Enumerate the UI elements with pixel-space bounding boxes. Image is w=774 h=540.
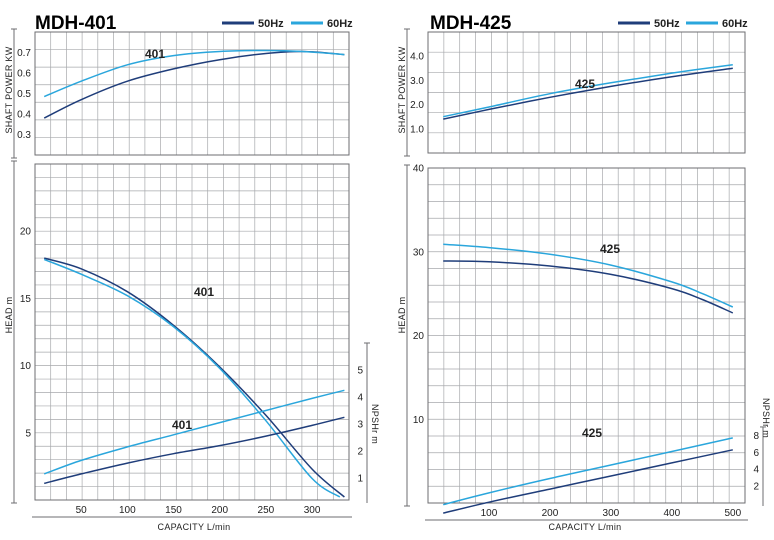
curve-60hz (443, 63, 733, 118)
model-title-401: MDH-401 (35, 13, 117, 34)
y-tick-label: 10 (413, 415, 425, 426)
legend-label-60hz: 60Hz (327, 18, 353, 30)
curve-label-head: 425 (600, 242, 620, 256)
y-axis-label-head-401: HEAD m (4, 297, 14, 334)
plot-frame (34, 163, 350, 501)
x-tick-label: 300 (603, 508, 620, 519)
y-tick-label: 10 (20, 361, 32, 372)
curve-50hz (443, 260, 734, 314)
y-axis-label-power-401: SHAFT POWER KW (4, 46, 14, 133)
x-tick-label: 400 (664, 508, 681, 519)
plot-frame (427, 31, 746, 154)
y-tick-label: 0.6 (17, 69, 31, 80)
y-tick-label: 1.0 (410, 124, 424, 135)
curve-50hz (443, 449, 733, 514)
model-title-425: MDH-425 (430, 13, 512, 34)
shaft-power-plot-425: 1.0 2.0 3.0 4.0 425 (404, 28, 746, 157)
y2-tick-label: 3 (357, 420, 363, 431)
y-tick-label: 5 (25, 428, 31, 439)
x-axis-label-425: CAPACITY L/min (549, 522, 622, 532)
y-tick-label: 0.5 (17, 89, 31, 100)
y-tick-label: 20 (413, 331, 425, 342)
right-model-block: MDH-425 50Hz 60Hz 1.0 2.0 3.0 4.0 425 10 20 30… (397, 13, 771, 532)
x-tick-label: 200 (542, 508, 559, 519)
y-tick-label: 15 (20, 294, 32, 305)
y-tick-label: 30 (413, 247, 425, 258)
y-tick-label: 0.7 (17, 48, 31, 59)
legend-label-50hz: 50Hz (258, 18, 284, 30)
y-tick-label: 4.0 (410, 52, 424, 63)
legend-left: 50Hz 60Hz (222, 18, 353, 30)
x-tick-label: 100 (481, 508, 498, 519)
y2-tick-label: 5 (357, 366, 363, 377)
x-tick-label: 500 (724, 508, 741, 519)
curve-60hz (443, 437, 733, 506)
shaft-power-plot-401: 0.3 0.4 0.5 0.6 0.7 401 (11, 28, 350, 159)
x-tick-label: 200 (211, 505, 228, 516)
legend-label-60hz: 60Hz (722, 18, 748, 30)
plot-frame (427, 167, 746, 504)
left-model-block: MDH-401 50Hz 60Hz 0.30.40.50.60.7 401 510… (4, 13, 380, 532)
y2-axis-label-npshr-425: NPSHr m (761, 398, 771, 438)
x-tick-label: 50 (76, 505, 88, 516)
grid (34, 163, 350, 501)
grid (427, 167, 746, 504)
curve-label-power: 401 (145, 47, 165, 61)
y-tick-label: 0.3 (17, 130, 31, 141)
legend-right: 50Hz 60Hz (618, 18, 748, 30)
y2-tick-label: 4 (753, 465, 759, 476)
y-tick-label: 40 (413, 164, 425, 175)
grid (427, 31, 746, 154)
curve-60hz (43, 258, 341, 498)
y-axis-label-power-425: SHAFT POWER KW (397, 46, 407, 133)
x-axis-label-401: CAPACITY L/min (158, 522, 231, 532)
head-plot-425: 10 20 30 40 100 200 300 400 500 2 4 6 8 425 425 (404, 164, 766, 521)
curve-label-power: 425 (575, 77, 595, 91)
y-tick-label: 20 (20, 227, 32, 238)
curve-50hz (443, 67, 733, 120)
y2-tick-label: 8 (753, 431, 759, 442)
y-tick-label: 0.4 (17, 110, 31, 121)
curve-60hz (43, 49, 345, 98)
x-tick-label: 100 (119, 505, 136, 516)
curve-60hz (443, 243, 734, 308)
y2-tick-label: 1 (357, 474, 363, 485)
y2-tick-label: 2 (357, 447, 363, 458)
y-tick-label: 3.0 (410, 76, 424, 87)
head-plot-401: 5 10 15 20 50 100 150 200 250 300 1 2 3 4 5 401 401 (11, 160, 370, 518)
x-tick-label: 150 (165, 505, 182, 516)
plot-frame (34, 31, 350, 156)
y-tick-label: 2.0 (410, 100, 424, 111)
y-axis-label-head-425: HEAD m (397, 297, 407, 334)
curve-label-head: 401 (194, 285, 214, 299)
legend-label-50hz: 50Hz (654, 18, 680, 30)
curve-label-npsh: 425 (582, 426, 602, 440)
y2-axis-label-npshr-401: NPSHr m (370, 404, 380, 444)
y2-tick-label: 6 (753, 448, 759, 459)
curve-label-npsh: 401 (172, 418, 192, 432)
curve-50hz (44, 416, 345, 485)
y2-tick-label: 4 (357, 393, 363, 404)
y2-tick-label: 2 (753, 482, 759, 493)
x-tick-label: 250 (258, 505, 275, 516)
curve-60hz (43, 389, 345, 475)
grid (34, 31, 350, 156)
x-tick-label: 300 (304, 505, 321, 516)
